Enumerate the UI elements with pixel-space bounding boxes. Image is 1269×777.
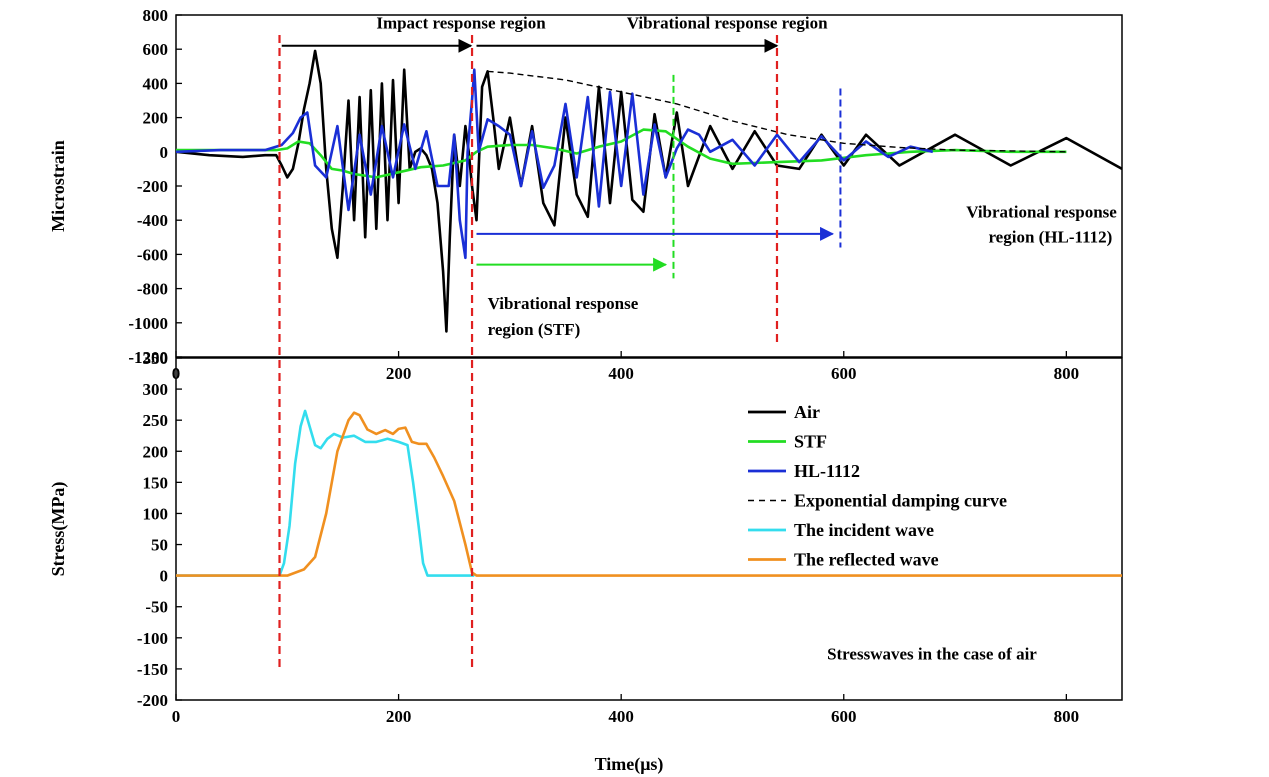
x-axis-label: Time(μs) <box>595 754 664 775</box>
y-tick-label: -1200 <box>128 348 168 367</box>
y-tick-label: -600 <box>137 245 168 264</box>
legend-entry: The incident wave <box>794 520 934 540</box>
plot-area <box>176 409 1122 577</box>
y-tick-label: 350 <box>143 349 169 368</box>
y-tick-label: -1000 <box>128 314 168 333</box>
series-air <box>176 49 1122 333</box>
y-tick-label: 100 <box>143 504 169 523</box>
x-tick-label: 600 <box>831 707 857 726</box>
x-tick-label: 800 <box>1054 707 1080 726</box>
annotation-text: region (STF) <box>488 320 581 339</box>
plot-frame <box>175 357 1123 701</box>
y-tick-label: 250 <box>143 411 169 430</box>
y-tick-label: 0 <box>160 143 169 162</box>
series-hl-1112 <box>176 68 934 260</box>
y-tick-label: -200 <box>137 691 168 710</box>
y-tick-label: 200 <box>143 109 169 128</box>
annotation-text: Vibrational response <box>488 294 639 313</box>
legend-entry: The reflected wave <box>794 550 939 570</box>
x-tick-label: 0 <box>172 707 181 726</box>
y-tick-label: 50 <box>151 536 168 555</box>
y-tick-label: -50 <box>145 598 168 617</box>
y-tick-label: 300 <box>143 380 169 399</box>
y-tick-label: -200 <box>137 177 168 196</box>
annotation-text: Vibrational response <box>966 203 1117 222</box>
annotation-text: region (HL-1112) <box>988 227 1112 246</box>
legend-entry: Exponential damping curve <box>794 491 1007 511</box>
legend-entry: HL-1112 <box>794 461 860 481</box>
y-tick-label: 150 <box>143 473 169 492</box>
series-the-incident-wave <box>176 409 475 577</box>
y-tick-label: 400 <box>143 74 169 93</box>
region-lines <box>278 35 779 668</box>
annotation-text: Impact response region <box>376 14 546 33</box>
y-tick-label: 0 <box>160 567 169 586</box>
y-tick-label: 800 <box>143 6 169 25</box>
x-tick-label: 400 <box>608 364 634 383</box>
y-tick-label: 600 <box>143 40 169 59</box>
legend-entry: STF <box>794 432 827 452</box>
y-tick-label: -100 <box>137 629 168 648</box>
annotation-text: Stresswaves in the case of air <box>827 645 1037 664</box>
series-the-reflected-wave <box>176 411 1122 577</box>
x-tick-label: 200 <box>386 364 412 383</box>
y-tick-label: -150 <box>137 660 168 679</box>
x-tick-label: 600 <box>831 364 857 383</box>
x-tick-label: 400 <box>608 707 634 726</box>
top-panel: 8006004002000-200-400-600-800-1000-12000… <box>48 6 1123 383</box>
y-axis-label: Microstrain <box>48 140 68 232</box>
legend-entry: Air <box>794 402 820 422</box>
series-stf <box>176 128 1067 179</box>
annotation-text: Vibrational response region <box>627 14 828 33</box>
series-exponential-damping-curve <box>487 70 1067 153</box>
y-tick-label: 200 <box>143 442 169 461</box>
y-axis-label: Stress(MPa) <box>48 482 69 577</box>
x-tick-label: 200 <box>386 707 412 726</box>
plot-area <box>176 49 1122 333</box>
y-tick-label: -400 <box>137 211 168 230</box>
x-tick-label: 800 <box>1054 364 1080 383</box>
y-tick-label: -800 <box>137 280 168 299</box>
